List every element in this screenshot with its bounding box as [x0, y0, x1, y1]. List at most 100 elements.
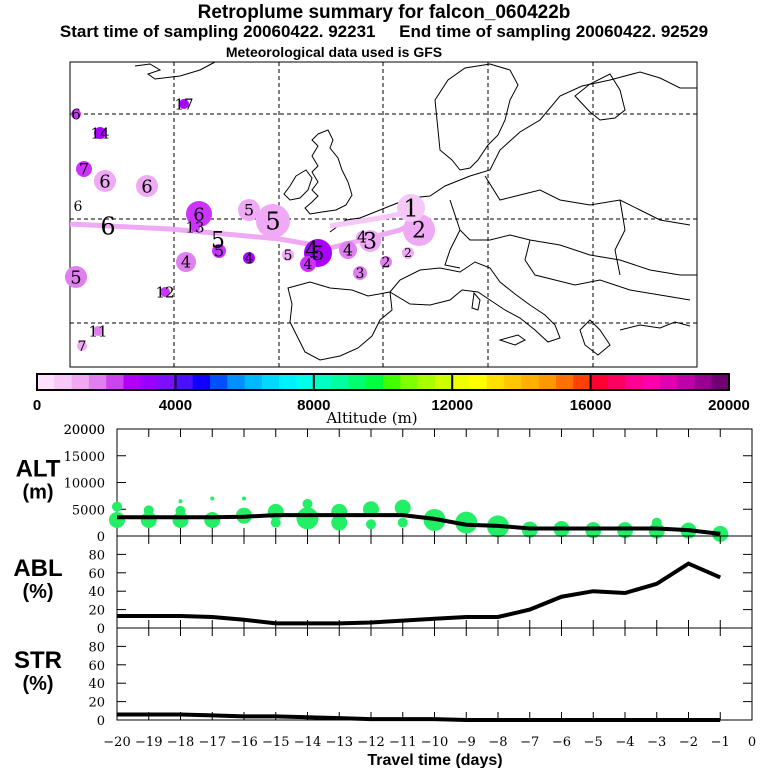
x-tick-label: −7 [520, 735, 539, 750]
cluster-label: 13 [185, 218, 204, 236]
coastline-iberia [287, 281, 393, 361]
x-tick-label: −13 [326, 735, 353, 750]
coastline-finland [574, 73, 626, 121]
cluster-label: 2 [382, 255, 391, 271]
altitude-bubble [112, 501, 122, 512]
colorbar-swatch [140, 374, 159, 390]
altitude-bubble [270, 517, 281, 528]
colorbar-swatch [158, 374, 176, 390]
altitude-bubble [143, 505, 154, 516]
cluster-label: 2 [404, 246, 412, 260]
cluster-label: 3 [356, 266, 365, 282]
panel-ylabel: STR [14, 647, 62, 674]
cluster-label: 12 [155, 283, 174, 301]
coastline-gb [304, 129, 353, 215]
colorbar-swatch [417, 374, 436, 390]
colorbar-swatch [365, 374, 384, 390]
y-tick-label: 60 [88, 567, 105, 582]
cluster-label: 6 [193, 204, 204, 225]
x-tick-label: −14 [294, 735, 321, 750]
coastline-north [329, 71, 697, 233]
colorbar-swatch [677, 374, 695, 390]
colorbar-swatch [71, 374, 90, 390]
colorbar-tick-label: 20000 [708, 397, 750, 414]
colorbar-tick-label: 8000 [297, 397, 330, 414]
cluster-bubble [65, 266, 87, 288]
cluster-label: 5 [312, 241, 325, 265]
panel-ylabel: (%) [22, 581, 53, 603]
cluster-label: 17 [174, 95, 193, 113]
coastline-greece [579, 319, 611, 356]
cluster-bubble [94, 127, 106, 139]
colorbar-swatch [261, 374, 280, 390]
cluster-label: 4 [305, 239, 319, 264]
x-tick-label: −12 [357, 735, 384, 750]
x-tick-label: −18 [167, 735, 194, 750]
colorbar-swatch [642, 374, 661, 390]
colorbar-swatch [556, 374, 574, 390]
x-tick-label: −20 [103, 735, 130, 750]
colorbar-swatch [452, 374, 470, 390]
colorbar-swatch [37, 374, 55, 390]
cluster-label: 6 [71, 105, 81, 123]
x-tick-label: −5 [584, 735, 603, 750]
colorbar-swatch [538, 374, 557, 390]
colorbar-swatch [659, 374, 678, 390]
cluster-bubble [282, 249, 294, 261]
colorbar-swatch [383, 374, 401, 390]
cluster-label: 7 [78, 339, 87, 355]
altitude-bubble [302, 498, 313, 509]
colorbar-frame [36, 373, 730, 391]
cluster-bubble [190, 222, 200, 232]
colorbar-label: Altitude (m) [325, 409, 417, 427]
cluster-label: 5 [70, 267, 81, 288]
coastline-sardinia [471, 291, 481, 311]
colorbar-swatch [227, 374, 246, 390]
y-tick-label: 15000 [64, 450, 105, 465]
cluster-bubble [402, 247, 414, 259]
cluster-label: 6 [100, 212, 115, 240]
y-tick-label: 20000 [64, 423, 105, 438]
colorbar-swatch [123, 374, 142, 390]
cluster-bubble [136, 175, 158, 197]
cluster-bubble [160, 287, 170, 297]
cluster-bubble [243, 252, 255, 264]
cluster-bubble [94, 170, 116, 192]
colorbar-swatch [469, 374, 488, 390]
colorbar-swatch [573, 374, 592, 390]
x-axis-label: Travel time (days) [367, 752, 502, 768]
colorbar-swatch [313, 374, 332, 390]
altitude-bubble [242, 496, 246, 501]
series-line [117, 513, 721, 536]
border [524, 239, 691, 301]
border [444, 229, 461, 269]
x-tick-label: −1 [711, 735, 730, 750]
y-tick-label: 40 [88, 677, 105, 692]
y-tick-label: 0 [97, 622, 105, 637]
altitude-bubble [455, 511, 478, 534]
cluster-label: 6 [141, 176, 152, 197]
border [449, 199, 697, 276]
colorbar-swatch [590, 374, 609, 390]
colorbar-swatch [88, 374, 107, 390]
colorbar-swatch [106, 374, 124, 390]
coastline-turkey [619, 321, 691, 331]
colorbar-tick-label: 12000 [431, 397, 473, 414]
cluster-label: 14 [90, 124, 109, 142]
sampling-times: Start time of sampling 20060422. 92231 E… [59, 22, 709, 41]
border [484, 175, 691, 226]
colorbar-swatch [711, 374, 730, 390]
colorbar-tick-label: 16000 [570, 397, 612, 414]
y-tick-label: 40 [88, 585, 105, 600]
cluster-label: 6 [99, 171, 110, 192]
y-tick-label: 10000 [64, 477, 105, 492]
cluster-label: 11 [88, 322, 107, 340]
cluster-bubble [71, 109, 81, 119]
panel-frame [116, 627, 753, 721]
colorbar-swatch [504, 374, 522, 390]
x-tick-label: −16 [230, 735, 257, 750]
colorbar-swatch [521, 374, 540, 390]
altitude-bubble [366, 519, 376, 530]
